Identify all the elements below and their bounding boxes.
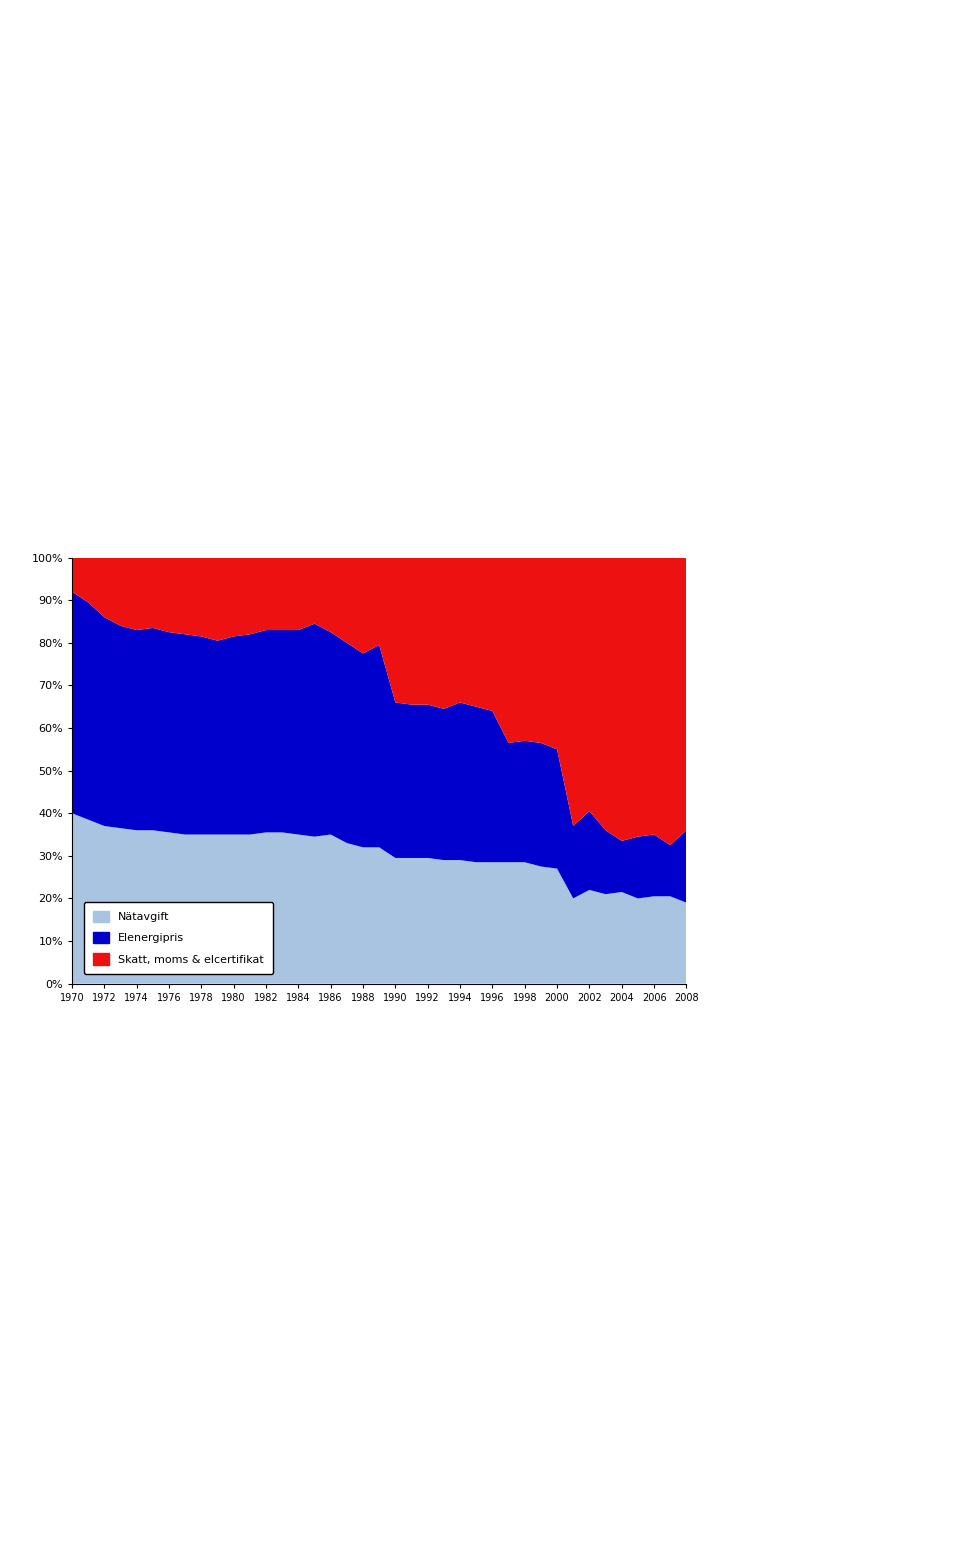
Legend: Nätavgift, Elenergipris, Skatt, moms & elcertifikat: Nätavgift, Elenergipris, Skatt, moms & e…	[84, 902, 273, 974]
